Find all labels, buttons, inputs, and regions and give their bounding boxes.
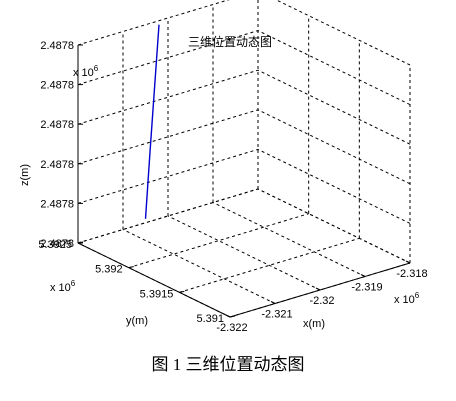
grid-line-back-z xyxy=(77,0,230,46)
grid-line-floor-y xyxy=(128,213,309,269)
x-exponent: 6 xyxy=(415,291,420,300)
y-tick-label: 5.3915 xyxy=(140,288,174,300)
x-tick-mark xyxy=(270,301,276,304)
grid-lines xyxy=(77,0,411,318)
x-tick-label: -2.318 xyxy=(396,268,427,280)
data-series xyxy=(144,24,160,219)
svg-text:x 106: x 106 xyxy=(394,291,420,306)
grid-line-floor-x xyxy=(257,188,411,264)
z-exponent: 6 xyxy=(94,64,99,73)
grid-line-back-z xyxy=(77,69,259,125)
y-tick-mark xyxy=(229,315,236,318)
x-tick-mark xyxy=(315,287,321,291)
svg-text:x 106: x 106 xyxy=(50,279,76,294)
x-axis-label: x(m) xyxy=(303,318,325,330)
z-tick-label: 2.4878 xyxy=(40,159,74,171)
grid-line-back-z xyxy=(77,109,259,165)
y-axis-line xyxy=(77,242,231,318)
x-axis-ticks: -2.322 -2.321 -2.32 -2.319 -2.318 xyxy=(216,260,428,334)
y-axis-ticks: 5.391 5.3915 5.392 5.3925 xyxy=(38,239,236,325)
y-tick-label: 5.392 xyxy=(95,264,123,276)
grid-line-back-z xyxy=(77,148,259,204)
series-line xyxy=(144,24,160,219)
x-tick-mark xyxy=(360,274,366,277)
z-tick-label: 2.4878 xyxy=(40,198,74,210)
x-tick-mark xyxy=(405,260,411,264)
x-tick-label: -2.319 xyxy=(351,282,382,294)
grid-line-floor-x xyxy=(167,215,321,291)
z-multiplier: x 106 xyxy=(73,64,99,79)
svg-text:x 106: x 106 xyxy=(73,64,99,79)
z-tick-label: 2.4878 xyxy=(40,80,74,92)
grid-line-floor-x xyxy=(212,202,366,277)
x-multiplier-text: x 10 xyxy=(394,294,415,306)
figure-caption: 图 1 三维位置动态图 xyxy=(151,355,305,374)
z-tick-label: 2.4878 xyxy=(40,119,74,131)
grid-line-side-z xyxy=(257,109,411,185)
z-multiplier-text: x 10 xyxy=(73,67,94,79)
grid-line-floor-y xyxy=(179,237,360,293)
y-multiplier-text: x 10 xyxy=(50,282,71,294)
y-exponent: 6 xyxy=(71,279,76,288)
y-multiplier: x 106 xyxy=(50,279,76,294)
axes-box xyxy=(77,45,411,318)
y-tick-mark xyxy=(179,290,185,293)
grid-line-side-z xyxy=(257,69,411,145)
z-axis-label: z(m) xyxy=(19,164,31,186)
chart-title: 三维位置动态图 xyxy=(188,34,272,49)
grid-line-side-z xyxy=(275,0,411,66)
x-tick-label: -2.321 xyxy=(261,309,292,321)
x-tick-label: -2.32 xyxy=(309,295,334,307)
y-axis-label: y(m) xyxy=(126,315,148,327)
grid-line-side-z xyxy=(257,148,411,224)
y-tick-mark xyxy=(128,266,134,269)
x-multiplier: x 106 xyxy=(394,291,420,306)
y-tick-label: 5.391 xyxy=(196,313,224,325)
z-axis-ticks: 2.4878 2.4878 2.4878 2.4878 2.4878 2.4878 xyxy=(40,40,83,250)
x-tick-label: -2.322 xyxy=(216,322,247,334)
x-tick-mark xyxy=(225,314,231,318)
y-tick-label: 5.3925 xyxy=(38,239,72,251)
grid-line-floor-x xyxy=(122,229,276,304)
z-tick-label: 2.4878 xyxy=(40,238,74,250)
grid-line-side-z xyxy=(257,30,411,106)
z-tick-label: 2.4878 xyxy=(40,40,74,52)
grid-line-back-z xyxy=(77,30,259,86)
grid-line-floor-y xyxy=(77,188,259,244)
